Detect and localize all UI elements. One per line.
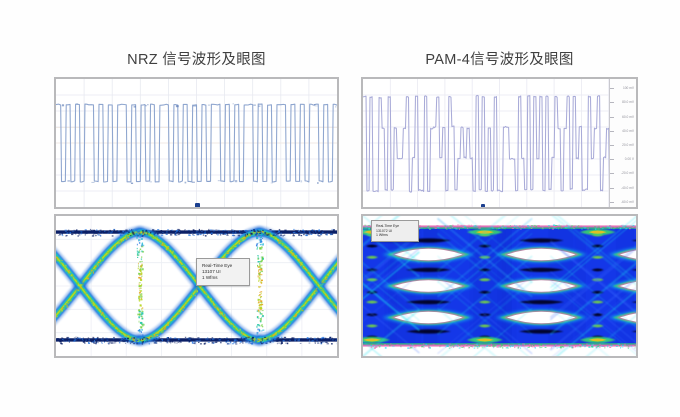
pam4-scale-tick-label: -40.0 mV — [621, 185, 634, 190]
nrz-panel-title: NRZ 信号波形及眼图 — [127, 52, 266, 68]
pam4-column: 100 mV 80.0 mV 60.0 mV 40.0 mV 20.0 mV 0.00 V… — [361, 77, 638, 358]
pam4-readout-line1: Real-Time Eye — [376, 224, 400, 228]
nrz-readout-line1: Real-Time Eye — [202, 263, 233, 268]
pam4-trigger-marker — [481, 204, 485, 207]
pam4-scale-tick-mark — [610, 102, 614, 104]
nrz-trigger-marker — [195, 203, 200, 207]
pam4-scale-tick-mark — [610, 88, 614, 90]
pam4-scale-tick-label: 0.00 V — [624, 157, 634, 162]
pam4-scale-tick-label: 40.0 mV — [622, 128, 634, 133]
pam4-readout-line3: 1 Wfms — [376, 233, 388, 238]
pam4-scale-tick-mark — [610, 173, 614, 175]
pam4-scale-tick-mark — [610, 159, 614, 161]
pam4-scale-tick-label: -20.0 mV — [621, 171, 634, 176]
nrz-column: Real-Time Eye 13107 UI 1 Wfms — [54, 77, 339, 358]
nrz-eye-readout: Real-Time Eye 13107 UI 1 Wfms — [196, 258, 250, 287]
nrz-waveform-plot — [56, 79, 337, 207]
pam4-scale-tick-label: 100 mV — [623, 86, 634, 91]
nrz-waveform-canvas — [56, 79, 337, 207]
pam4-waveform-canvas — [363, 79, 636, 207]
pam4-scale-tick-label: 20.0 mV — [622, 143, 634, 147]
pam4-scale-tick-mark — [610, 116, 614, 118]
pam4-scale-tick-label: 80.0 mV — [622, 100, 634, 105]
pam4-readout-line2: 131072 UI — [376, 228, 393, 233]
nrz-waveform-panel[interactable] — [54, 77, 339, 209]
pam4-scale-tick-label: -60.0 mV — [621, 199, 634, 204]
pam4-scale-tick-mark — [610, 201, 614, 203]
pam4-panel-title: PAM-4信号波形及眼图 — [425, 52, 574, 68]
nrz-readout-line3: 1 Wfms — [202, 275, 218, 281]
pam4-vertical-scale: 100 mV 80.0 mV 60.0 mV 40.0 mV 20.0 mV 0.00 V… — [609, 79, 636, 207]
pam4-scale-tick-mark — [610, 130, 614, 132]
nrz-eye-panel[interactable]: Real-Time Eye 13107 UI 1 Wfms — [54, 214, 339, 358]
pam4-scale-tick-mark — [610, 145, 614, 146]
pam4-waveform-plot — [363, 79, 636, 207]
nrz-readout-line2: 13107 UI — [202, 269, 221, 275]
pam4-waveform-panel[interactable]: 100 mV 80.0 mV 60.0 mV 40.0 mV 20.0 mV 0.00 V… — [361, 77, 638, 209]
pam4-scale-tick-label: 60.0 mV — [622, 114, 634, 119]
pam4-eye-readout: Real-Time Eye 131072 UI 1 Wfms — [371, 220, 419, 242]
pam4-eye-panel[interactable]: Real-Time Eye 131072 UI 1 Wfms — [361, 214, 638, 358]
pam4-scale-tick-mark — [610, 187, 614, 189]
